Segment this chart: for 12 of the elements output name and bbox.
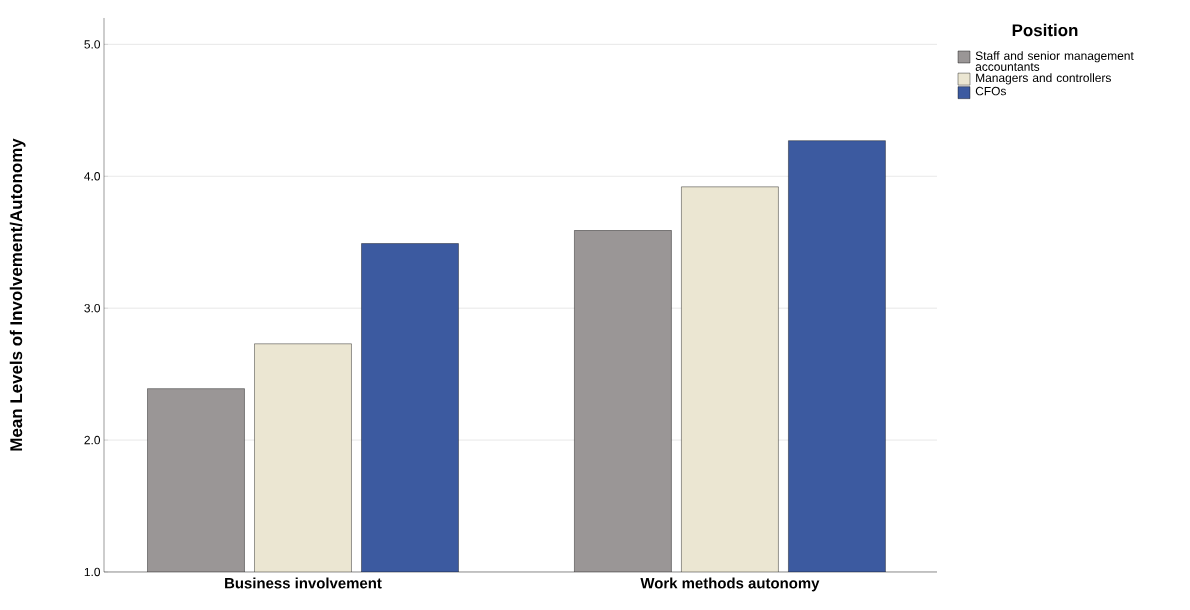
legend-label: Staff and senior management accountants — [975, 51, 1134, 71]
x-tick-label: Work methods autonomy — [640, 577, 820, 592]
y-tick-label: 4.0 — [84, 172, 101, 181]
legend-label: Managers and controllers — [976, 73, 1111, 85]
y-tick-label: 5.0 — [84, 40, 101, 49]
y-axis-title: Mean Levels of Involvement/Autonomy — [9, 138, 26, 451]
y-tick-label: 1.0 — [84, 567, 101, 577]
x-tick-label: Business involvement — [225, 577, 382, 589]
y-tick-label: 2.0 — [84, 435, 101, 445]
y-tick-label: 3.0 — [84, 303, 101, 313]
legend-label: CFOs — [975, 86, 1006, 96]
legend-title: Position — [1012, 23, 1078, 37]
